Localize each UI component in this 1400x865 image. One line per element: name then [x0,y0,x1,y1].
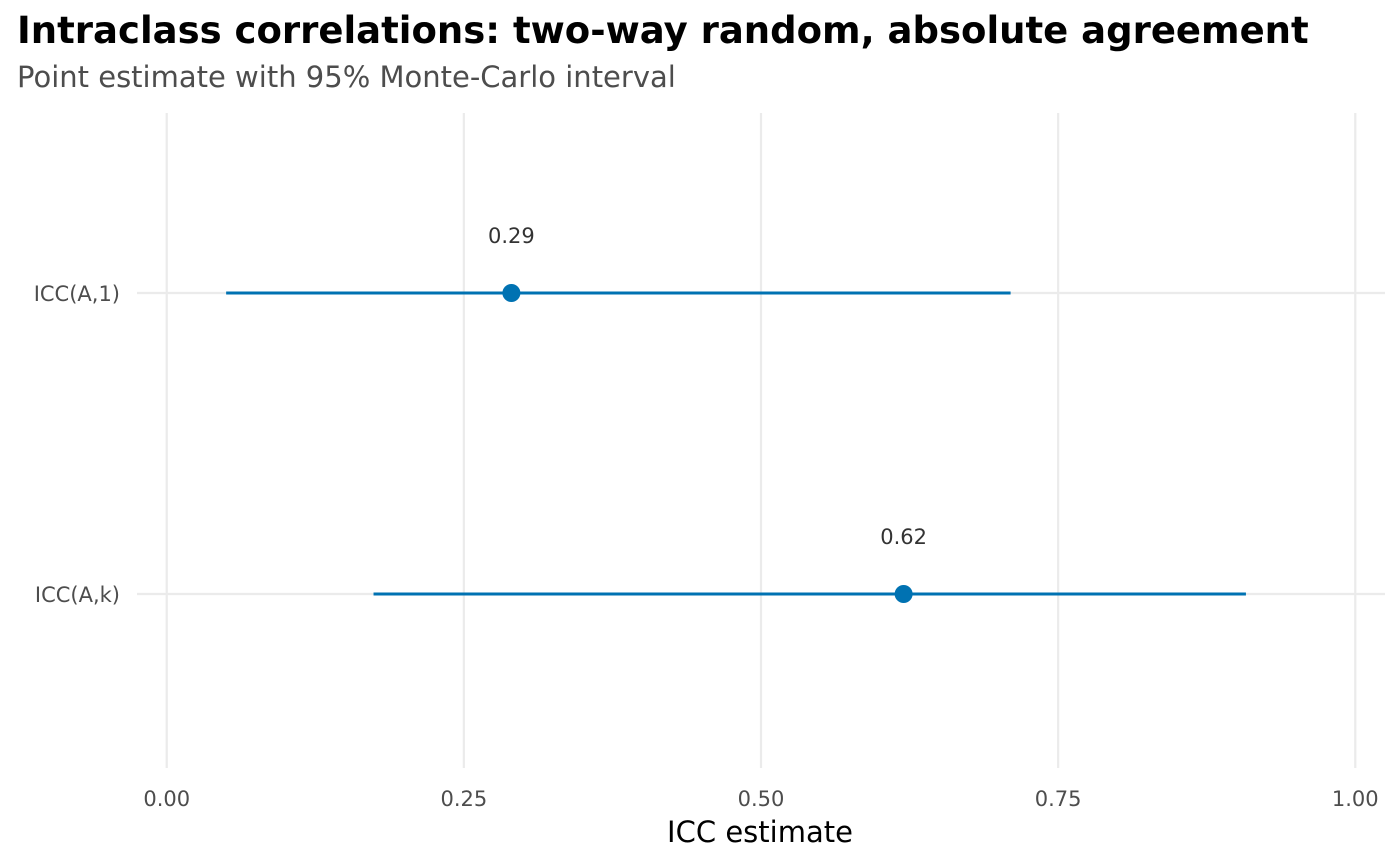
x-axis-title: ICC estimate [667,815,853,849]
point-estimate [894,585,913,603]
x-tick-label: 0.50 [738,787,785,811]
x-tick-label: 0.25 [440,787,487,811]
data-label: 0.29 [488,224,535,248]
x-tick-label: 0.00 [143,787,190,811]
grid-layer [137,113,1385,768]
chart-title: Intraclass correlations: two-way random,… [17,9,1309,52]
interval-layer [226,291,1246,596]
chart-subtitle: Point estimate with 95% Monte-Carlo inte… [17,60,676,94]
point-layer [502,284,913,603]
x-tick-label: 1.00 [1332,787,1379,811]
y-tick-label: ICC(A,k) [35,583,120,607]
data-label-layer: 0.29 0.62 [488,224,927,549]
data-label: 0.62 [880,525,927,549]
x-tick-label: 0.75 [1035,787,1082,811]
axis-layer: 0.00 0.25 0.50 0.75 1.00 ICC(A,1) ICC(A,k) [34,282,1379,811]
point-estimate [502,284,521,302]
y-tick-label: ICC(A,1) [34,282,120,306]
